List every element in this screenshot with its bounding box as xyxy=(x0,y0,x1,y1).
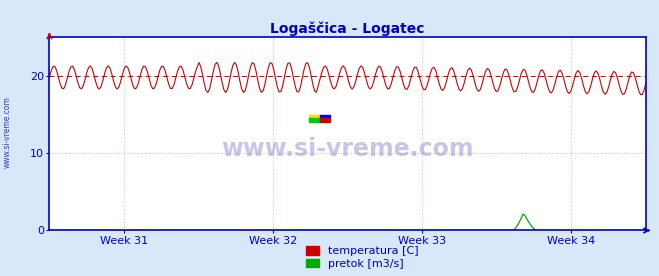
FancyBboxPatch shape xyxy=(309,118,320,122)
Title: Logaščica - Logatec: Logaščica - Logatec xyxy=(270,22,425,36)
FancyBboxPatch shape xyxy=(309,115,320,118)
FancyBboxPatch shape xyxy=(320,118,330,122)
FancyBboxPatch shape xyxy=(320,115,330,118)
Text: www.si-vreme.com: www.si-vreme.com xyxy=(221,137,474,161)
Text: www.si-vreme.com: www.si-vreme.com xyxy=(3,97,12,168)
Legend: temperatura [C], pretok [m3/s]: temperatura [C], pretok [m3/s] xyxy=(302,242,423,273)
